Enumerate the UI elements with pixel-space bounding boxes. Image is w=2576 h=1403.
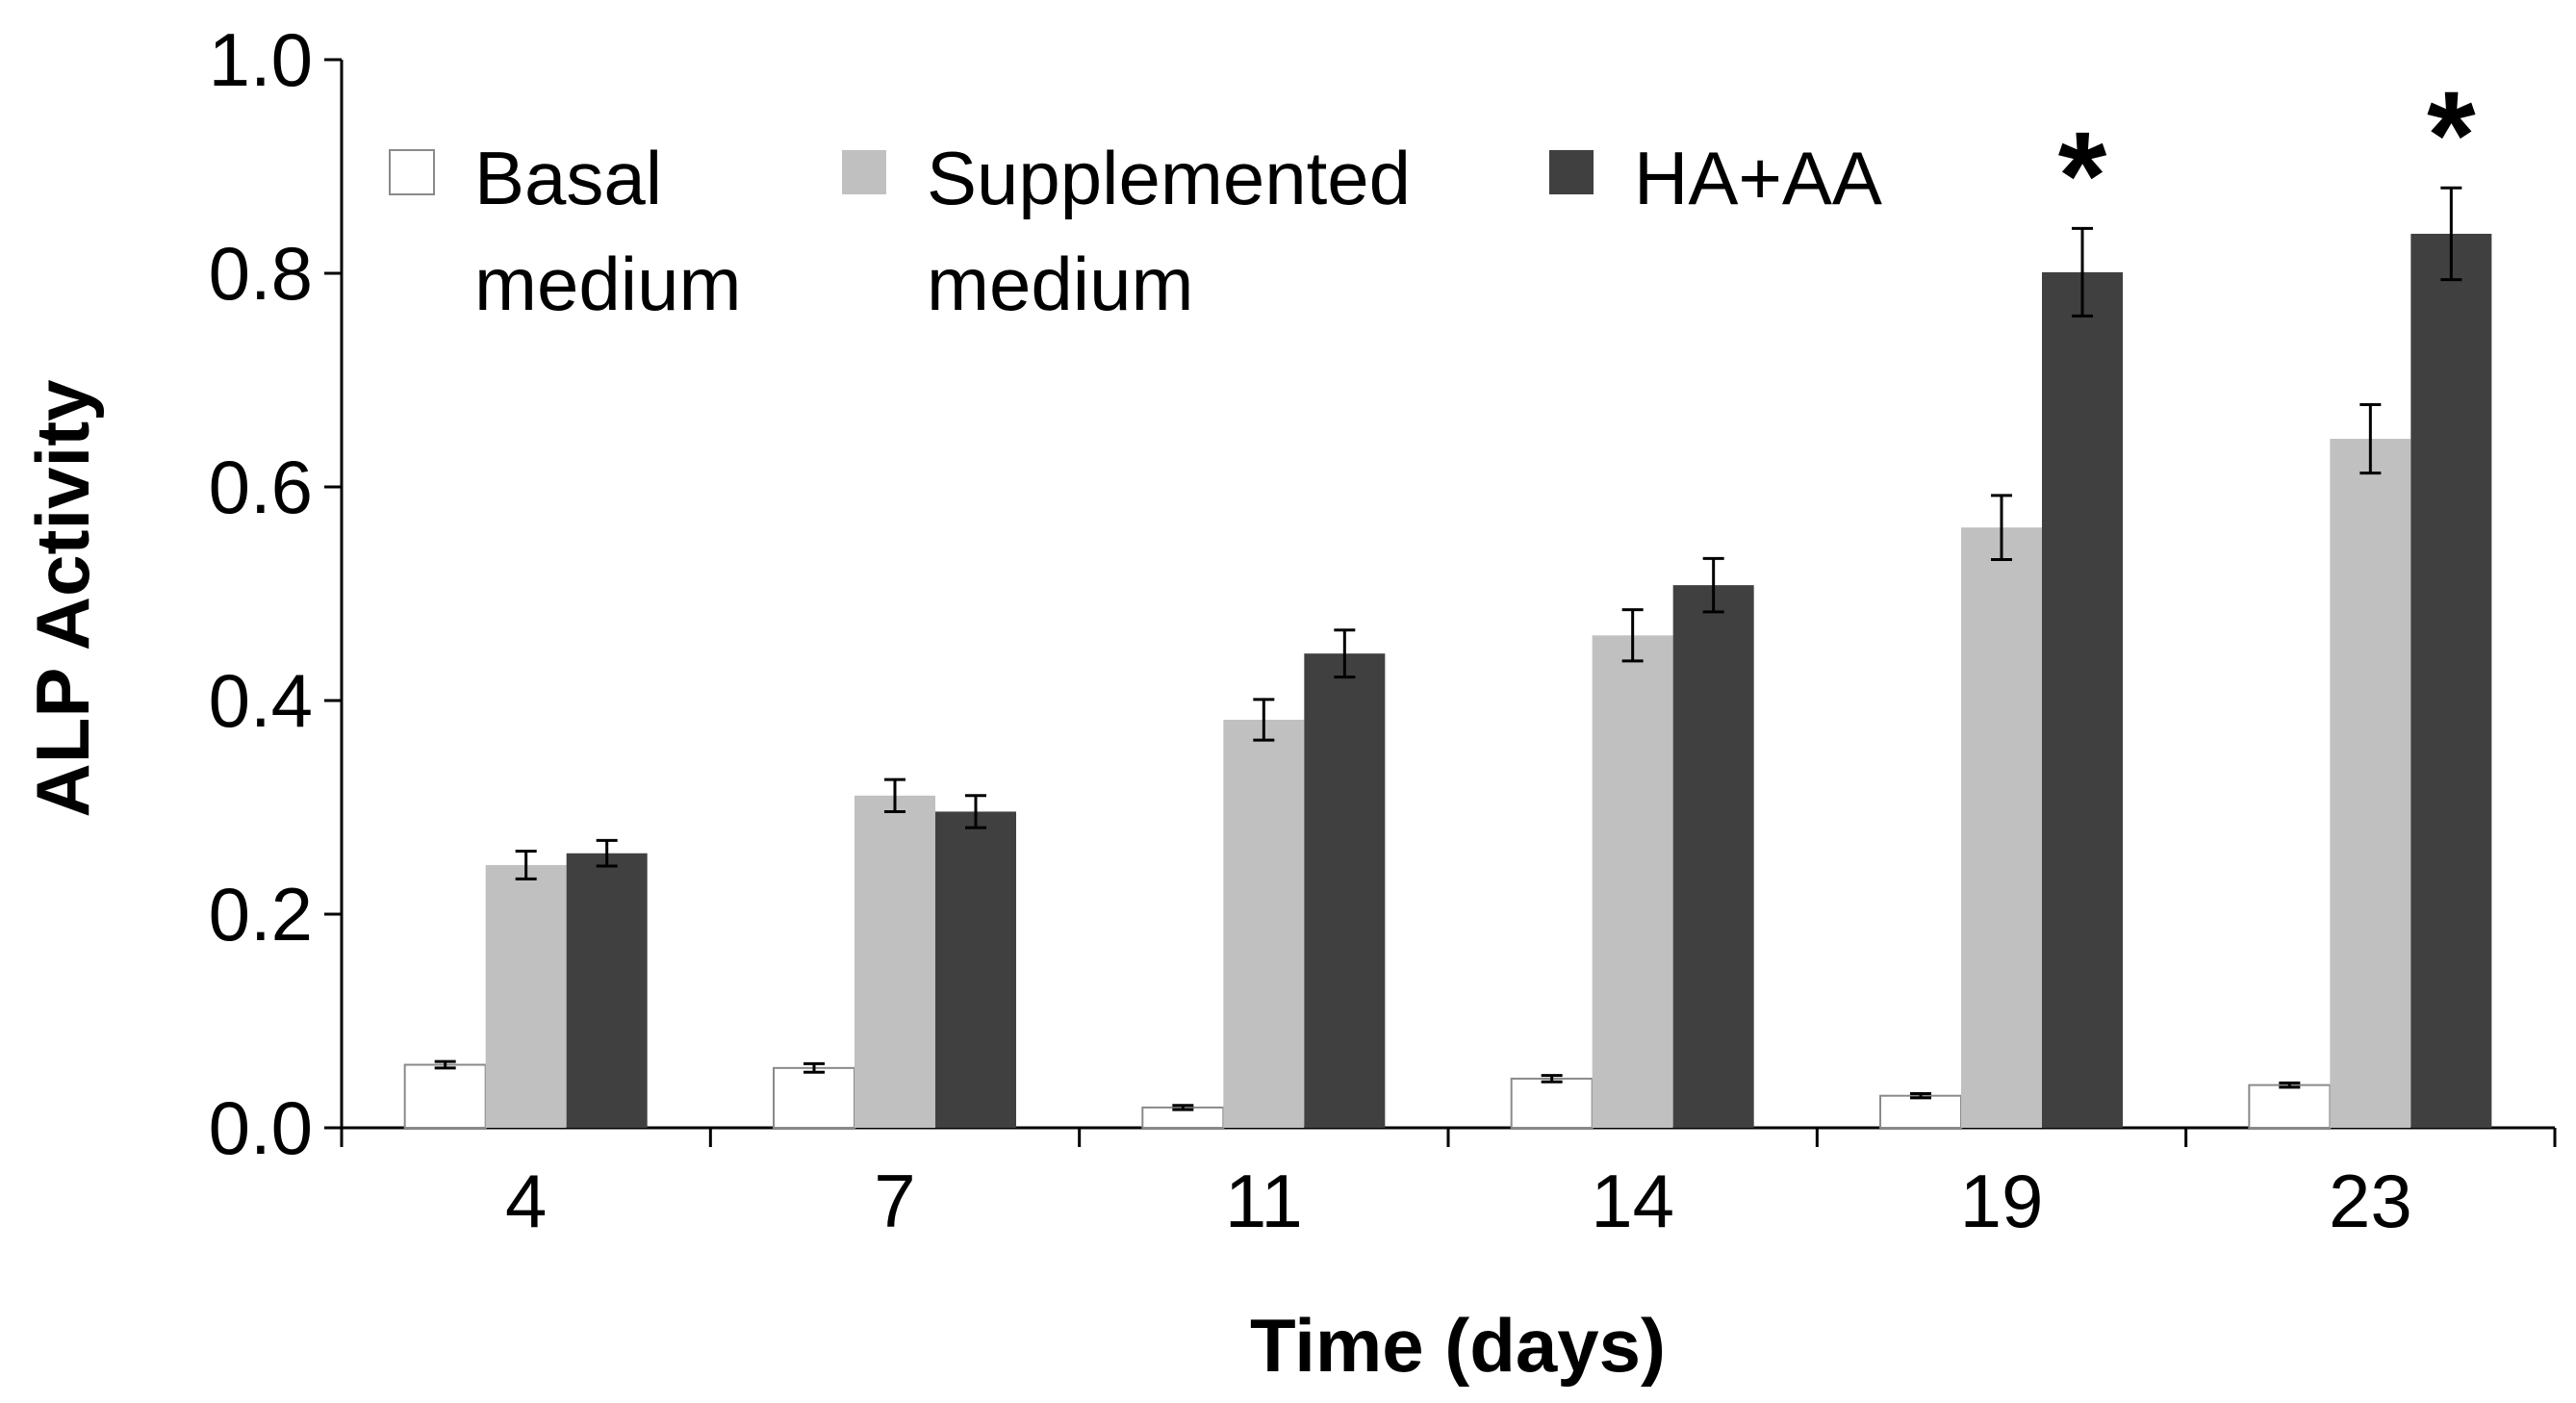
y-tick-label: 0.4 xyxy=(209,658,313,743)
x-tick-label: 19 xyxy=(1960,1159,2044,1243)
bar-basal-medium-day-19 xyxy=(1880,1096,1961,1128)
bar-supplemented-medium-day-7 xyxy=(854,796,935,1128)
x-tick-label: 14 xyxy=(1591,1159,1674,1243)
x-tick-label: 11 xyxy=(1225,1159,1303,1243)
y-tick-label: 0.0 xyxy=(209,1085,313,1170)
y-tick-label: 0.6 xyxy=(209,445,313,529)
x-tick-label: 23 xyxy=(2329,1159,2412,1243)
bar-ha-aa-day-7 xyxy=(935,811,1016,1128)
bar-basal-medium-day-14 xyxy=(1512,1079,1593,1128)
bars xyxy=(405,234,2492,1128)
bar-supplemented-medium-day-23 xyxy=(2330,439,2410,1128)
bar-supplemented-medium-day-19 xyxy=(1961,527,2042,1128)
bar-supplemented-medium-day-4 xyxy=(486,865,567,1128)
legend-swatch-supplemented-medium xyxy=(842,150,886,194)
y-tick-label: 0.8 xyxy=(209,231,313,316)
legend: Basal medium Supplemented medium HA+AA xyxy=(390,136,1882,326)
significance-asterisk: * xyxy=(2427,64,2476,205)
x-tick-label: 7 xyxy=(874,1159,915,1243)
axes xyxy=(342,60,2555,1128)
alp-activity-chart: 0.0 0.2 0.4 0.6 0.8 1.0 4 7 11 14 19 23 * * Basal me… xyxy=(0,0,2576,1403)
bar-ha-aa-day-23 xyxy=(2410,234,2491,1128)
y-ticks: 0.0 0.2 0.4 0.6 0.8 1.0 xyxy=(209,17,342,1170)
y-axis-title: ALP Activity xyxy=(20,379,105,817)
x-axis-title: Time (days) xyxy=(1250,1303,1666,1388)
significance-markers: * * xyxy=(2058,64,2476,245)
bar-ha-aa-day-14 xyxy=(1673,585,1754,1128)
legend-label: medium xyxy=(927,242,1193,326)
x-ticks: 4 7 11 14 19 23 xyxy=(342,1128,2555,1243)
bar-supplemented-medium-day-11 xyxy=(1223,720,1304,1128)
bar-basal-medium-day-23 xyxy=(2249,1085,2330,1128)
y-tick-label: 1.0 xyxy=(209,17,313,102)
legend-swatch-basal-medium xyxy=(390,150,434,194)
x-tick-label: 4 xyxy=(505,1159,547,1243)
bar-ha-aa-day-11 xyxy=(1304,653,1385,1128)
legend-label: Basal xyxy=(474,136,662,220)
bar-ha-aa-day-19 xyxy=(2042,272,2123,1128)
chart-svg: 0.00.20.40.60.81.0 4 7 11 14 19 23 * * Basalme… xyxy=(0,0,2576,1403)
legend-swatch-ha-aa xyxy=(1549,150,1594,194)
y-tick-label: 0.2 xyxy=(209,872,313,957)
bar-basal-medium-day-4 xyxy=(405,1065,486,1128)
legend-label: Supplemented xyxy=(927,136,1411,220)
bar-supplemented-medium-day-14 xyxy=(1593,635,1673,1128)
bar-ha-aa-day-4 xyxy=(567,854,648,1128)
bar-basal-medium-day-7 xyxy=(774,1068,854,1128)
legend-label: HA+AA xyxy=(1634,136,1882,220)
legend-label: medium xyxy=(474,242,741,326)
significance-asterisk: * xyxy=(2058,105,2107,245)
